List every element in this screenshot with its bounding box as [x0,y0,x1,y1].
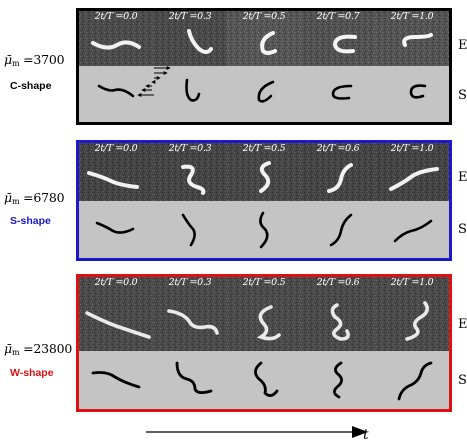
filament-image [153,277,227,351]
simulation-row [79,201,449,258]
frame-time-label: 2t/T =1.0 [390,277,434,288]
filament-image [79,277,153,351]
row-letter-experiment: E [458,317,467,332]
experiment-row: 2t/T =0.0 2t/T =0.3 2t/T =0.5 [79,143,449,201]
filament-image [227,143,301,201]
filament-image [227,277,301,351]
row-letter-experiment: E [458,38,467,53]
experiment-frame: 2t/T =0.3 [153,143,227,201]
filament-image [375,277,449,351]
time-axis-arrow [146,426,368,438]
filament-image [227,11,301,66]
simulation-frame [375,351,449,409]
experiment-frame: 2t/T =0.0 [79,143,153,201]
frame-time-label: 2t/T =0.3 [168,277,212,288]
frame-time-label: 2t/T =0.5 [242,143,286,154]
panel-s-shape: 2t/T =0.0 2t/T =0.3 2t/T =0.5 [76,140,452,261]
filament-image [301,11,375,66]
experiment-frame: 2t/T =1.0 [375,11,449,66]
experiment-frame: 2t/T =0.5 [227,11,301,66]
simulation-frame [227,351,301,409]
frame-time-label: 2t/T =1.0 [390,143,434,154]
simulation-frame [301,66,375,122]
simulation-frame [375,66,449,122]
viscosity-label-2: μ̄m =6780 [4,190,65,206]
panel-w-shape: 2t/T =0.0 2t/T =0.3 2t/T =0.5 [76,274,452,412]
experiment-row: 2t/T =0.0 2t/T =0.3 2t/T =0.5 [79,11,449,66]
row-letter-simulation: S [458,222,467,237]
experiment-frame: 2t/T =0.3 [153,11,227,66]
filament-image [301,143,375,201]
frame-time-label: 2t/T =1.0 [390,11,434,22]
shape-label-1: C-shape [10,80,52,92]
filament-image [375,11,449,66]
simulation-frame [301,351,375,409]
row-letter-experiment: E [458,170,467,185]
experiment-frame: 2t/T =0.7 [301,11,375,66]
simulation-frame [79,351,153,409]
row-letter-simulation: S [458,88,467,103]
experiment-row: 2t/T =0.0 2t/T =0.3 2t/T =0.5 [79,277,449,351]
experiment-frame: 2t/T =0.0 [79,277,153,351]
filament-image [153,143,227,201]
filament-image [375,143,449,201]
experiment-frame: 2t/T =0.6 [301,143,375,201]
row-letter-simulation: S [458,373,467,388]
viscosity-label-3: μ̄m =23800 [4,341,73,357]
viscosity-label-1: μ̄m =3700 [4,52,65,68]
frame-time-label: 2t/T =0.3 [168,143,212,154]
simulation-frame [301,201,375,258]
experiment-frame: 2t/T =1.0 [375,277,449,351]
simulation-row [79,351,449,409]
velocity-arrows [137,66,171,97]
filament-image [79,143,153,201]
simulation-frame [227,66,301,122]
simulation-frame [153,351,227,409]
filament-image [79,11,153,66]
frame-time-label: 2t/T =0.0 [94,277,138,288]
simulation-frame [153,66,227,122]
frame-time-label: 2t/T =0.3 [168,11,212,22]
frame-time-label: 2t/T =0.0 [94,11,138,22]
simulation-frame [79,201,153,258]
frame-time-label: 2t/T =0.5 [242,277,286,288]
simulation-frame [375,201,449,258]
filament-image [153,11,227,66]
experiment-frame: 2t/T =1.0 [375,143,449,201]
experiment-frame: 2t/T =0.5 [227,143,301,201]
frame-time-label: 2t/T =0.5 [242,11,286,22]
simulation-row [79,66,449,122]
frame-time-label: 2t/T =0.6 [316,143,360,154]
frame-time-label: 2t/T =0.0 [94,143,138,154]
shape-label-3: W-shape [10,367,54,379]
filament-image [301,277,375,351]
panel-c-shape: 2t/T =0.0 2t/T =0.3 2t/T =0.5 [76,8,452,125]
frame-time-label: 2t/T =0.6 [316,277,360,288]
experiment-frame: 2t/T =0.3 [153,277,227,351]
experiment-frame: 2t/T =0.0 [79,11,153,66]
simulation-frame [227,201,301,258]
simulation-frame [79,66,153,122]
time-axis-label: t [363,427,369,443]
shape-label-2: S-shape [10,215,51,227]
experiment-frame: 2t/T =0.5 [227,277,301,351]
frame-time-label: 2t/T =0.7 [316,11,360,22]
experiment-frame: 2t/T =0.6 [301,277,375,351]
simulation-frame [153,201,227,258]
